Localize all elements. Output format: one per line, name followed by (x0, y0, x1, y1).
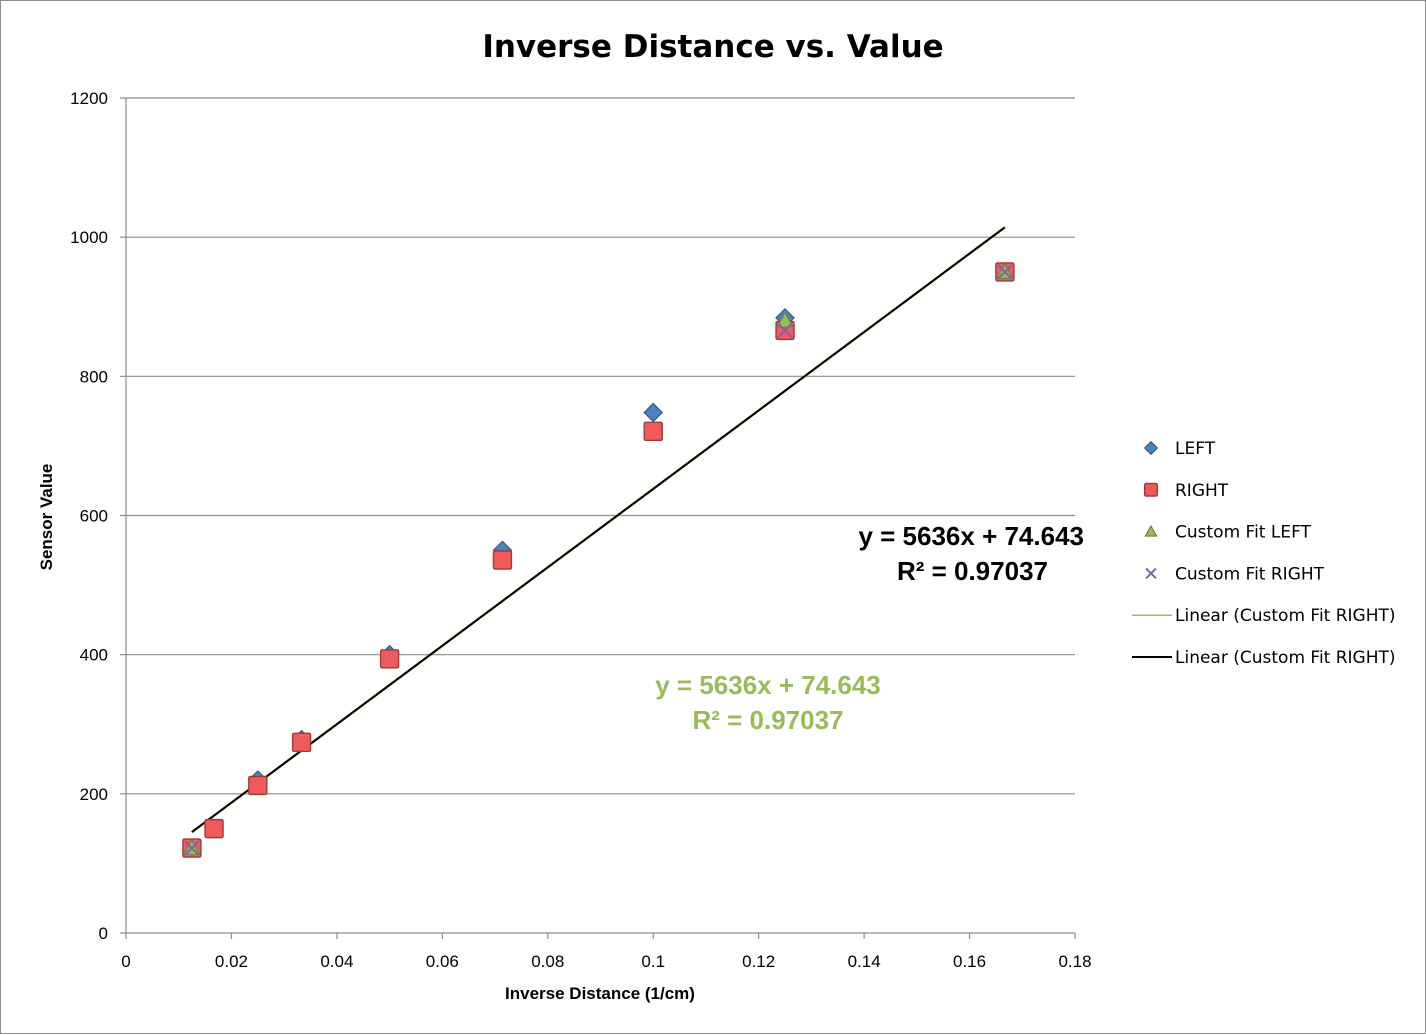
trendline-equation-green: y = 5636x + 74.643 (655, 670, 881, 700)
legend-item-left: LEFT (1143, 439, 1216, 459)
y-tick-label-1200: 1200 (70, 89, 108, 108)
series-custom-fit-left (182, 262, 1014, 856)
x-tick-label-0.12: 0.12 (742, 952, 775, 971)
trendlines (191, 226, 1006, 834)
x-tick-label-0.04: 0.04 (320, 952, 353, 971)
x-tick-labels: 0 0.02 0.04 0.06 0.08 0.1 0.12 0.14 0.16 0.18 (121, 952, 1091, 971)
trendline-r2-green: R² = 0.97037 (692, 705, 843, 735)
series-right (182, 262, 1015, 858)
x-tick-label-0: 0 (121, 952, 130, 971)
y-axis-title: Sensor Value (37, 464, 56, 571)
legend-marker-x (1145, 567, 1157, 580)
x-tick-label-0.02: 0.02 (215, 952, 248, 971)
legend-item-custom-fit-right: Custom Fit RIGHT (1145, 564, 1325, 584)
gridlines (120, 97, 1075, 934)
point-custom-fit-right-2 (997, 264, 1013, 280)
point-right-5 (492, 550, 513, 570)
legend-marker-diamond (1143, 440, 1159, 456)
legend-label: LEFT (1175, 439, 1216, 459)
legend-label: Linear (Custom Fit RIGHT) (1175, 606, 1396, 626)
legend-marker-triangle (1144, 524, 1158, 537)
trendline-r2-black: R² = 0.97037 (897, 556, 1048, 586)
legend-label: RIGHT (1175, 481, 1229, 501)
data-markers (182, 262, 1015, 858)
point-custom-fit-right-1 (777, 322, 793, 339)
legend-item-trendline-green: Linear (Custom Fit RIGHT) (1132, 606, 1396, 626)
chart-title: Inverse Distance vs. Value (482, 29, 943, 65)
series-left (182, 262, 1015, 858)
point-left-6 (643, 402, 664, 423)
point-custom-fit-left-1 (776, 311, 795, 328)
y-tick-label-0: 0 (99, 924, 108, 943)
y-tick-labels: 0 200 400 600 800 1000 1200 (70, 89, 108, 943)
point-right-2 (248, 775, 268, 796)
point-right-3 (291, 732, 312, 753)
legend-marker-square (1143, 482, 1158, 497)
point-right-4 (379, 649, 400, 669)
point-right-6 (643, 421, 663, 442)
x-axis-title: Inverse Distance (1/cm) (505, 984, 695, 1003)
trendline-equation-black: y = 5636x + 74.643 (858, 521, 1084, 551)
y-tick-label-200: 200 (80, 785, 108, 804)
legend-label: Linear (Custom Fit RIGHT) (1175, 648, 1396, 668)
legend-label: Custom Fit RIGHT (1175, 564, 1325, 584)
trendline-black (191, 226, 1006, 833)
x-tick-label-0.06: 0.06 (426, 952, 459, 971)
x-tick-label-0.18: 0.18 (1058, 952, 1091, 971)
legend-item-right: RIGHT (1143, 481, 1229, 501)
legend: LEFT RIGHT Custom Fit LEFT Custom Fit RIGHT… (1132, 439, 1396, 668)
legend-item-custom-fit-left: Custom Fit LEFT (1144, 523, 1312, 543)
y-tick-label-800: 800 (80, 367, 108, 386)
x-tick-label-0.1: 0.1 (641, 952, 665, 971)
x-tick-label-0.14: 0.14 (848, 952, 881, 971)
point-right-1 (204, 818, 224, 839)
legend-item-trendline-black: Linear (Custom Fit RIGHT) (1132, 648, 1396, 668)
y-tick-label-400: 400 (80, 646, 108, 665)
legend-label: Custom Fit LEFT (1175, 523, 1312, 543)
x-tick-label-0.16: 0.16 (953, 952, 986, 971)
point-custom-fit-right-0 (184, 840, 200, 856)
series-custom-fit-right (184, 264, 1013, 856)
y-tick-label-1000: 1000 (70, 228, 108, 247)
axes (125, 98, 1076, 939)
y-tick-label-600: 600 (80, 507, 108, 526)
x-tick-label-0.08: 0.08 (531, 952, 564, 971)
